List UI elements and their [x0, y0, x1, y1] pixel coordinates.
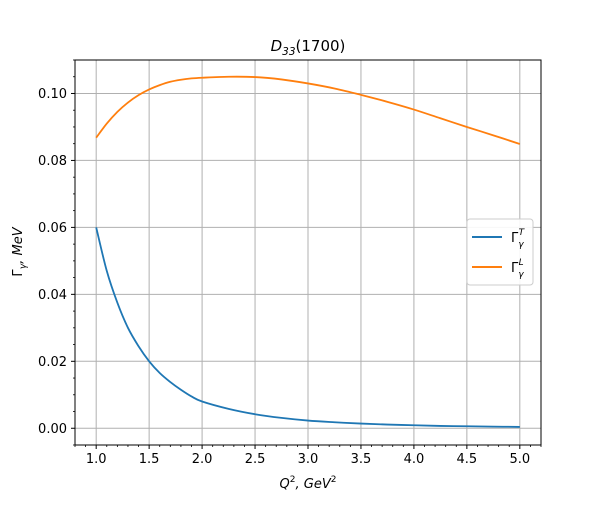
xlabel-b-sup: 2: [331, 475, 337, 485]
y-tick-label: 0.02: [38, 355, 67, 370]
minor-ticks: [73, 59, 542, 447]
x-axis-label: Q2, GeV2: [280, 475, 337, 492]
legend-1-base: Γ: [511, 261, 519, 276]
y-axis-label: Γγ, MeV: [11, 226, 29, 276]
y-tick-label: 0.08: [38, 154, 67, 169]
legend-box: [466, 218, 534, 286]
title-base: D: [271, 37, 283, 55]
y-tick-label: 0.00: [38, 422, 67, 437]
y-tick-label: 0.06: [38, 221, 67, 236]
series-line-0: [95, 227, 520, 428]
title-rest: (1700): [296, 37, 346, 55]
legend: ΓγT ΓγL: [466, 218, 534, 286]
legend-0-sub: γ: [518, 240, 524, 250]
y-tick-label: 0.10: [38, 87, 67, 102]
plot-frame: [74, 59, 542, 446]
major-ticks: [71, 92, 521, 449]
ylabel-b: , MeV: [11, 226, 26, 263]
x-tick-label: 5.0: [509, 452, 530, 467]
ylabel-a-sub: γ: [18, 262, 29, 269]
x-tick-label: 2.5: [245, 452, 266, 467]
chart-title: D33(1700): [271, 37, 346, 58]
legend-0-sup: T: [519, 228, 526, 238]
y-tick-label: 0.04: [38, 288, 67, 303]
legend-label-series-1: ΓγL: [511, 258, 524, 280]
legend-label-series-0: ΓγT: [511, 228, 526, 250]
x-tick-label: 4.0: [404, 452, 425, 467]
xlabel-a-sup: 2: [290, 475, 296, 485]
series-layer: [95, 75, 521, 428]
x-tick-label: 3.5: [351, 452, 372, 467]
xlabel-a: Q: [280, 477, 290, 492]
x-tick-label: 3.0: [298, 452, 319, 467]
legend-1-sub: γ: [518, 270, 524, 280]
x-tick-label: 2.0: [192, 452, 213, 467]
x-tick-label: 1.0: [86, 452, 107, 467]
xlabel-b: , GeV: [296, 477, 332, 492]
title-sub: 33: [282, 46, 295, 58]
legend-0-base: Γ: [511, 231, 519, 246]
ylabel-a: Γ: [11, 269, 26, 277]
x-tick-label: 1.5: [139, 452, 160, 467]
legend-1-sup: L: [519, 258, 524, 268]
x-tick-label: 4.5: [457, 452, 478, 467]
series-line-1: [95, 75, 521, 145]
